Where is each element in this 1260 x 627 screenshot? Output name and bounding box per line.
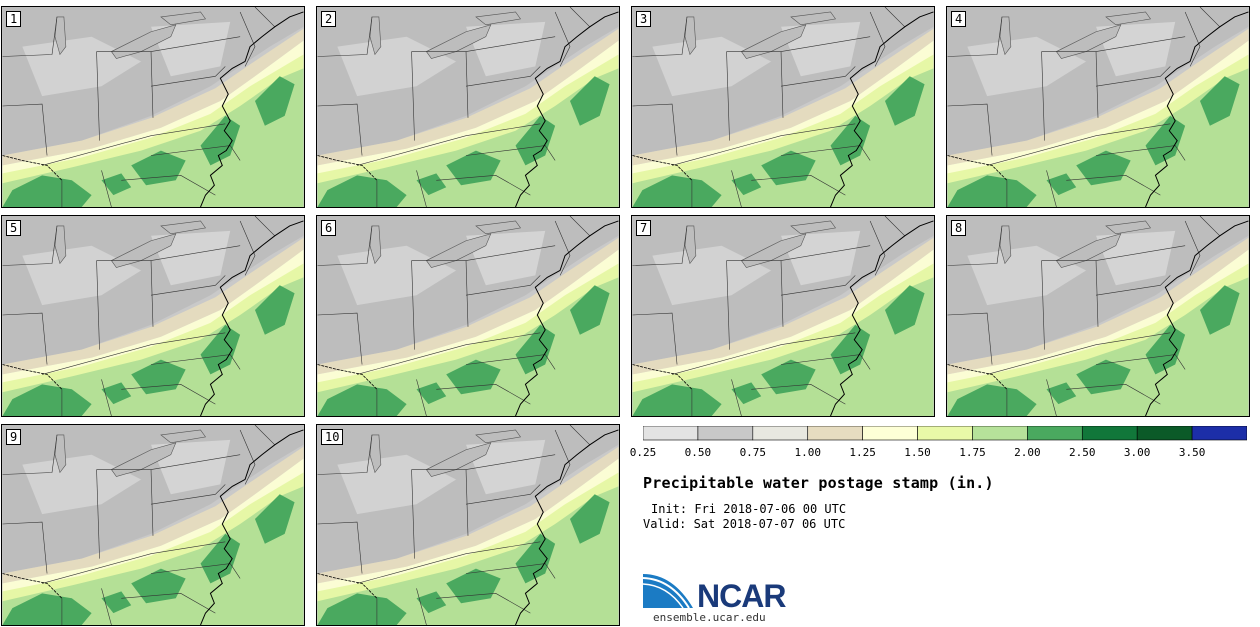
map-image [632,7,934,207]
map-image [317,216,619,416]
legend-swatch [752,426,809,441]
map-image [317,425,619,625]
site-url[interactable]: ensemble.ucar.edu [653,611,766,624]
panel-number: 7 [636,220,652,236]
legend-swatch [972,426,1028,441]
stamp-panel-6: 6 [316,215,620,417]
legend-tick-label: 1.50 [904,446,931,459]
panel-number: 2 [321,11,337,27]
panel-number: 10 [321,429,344,445]
legend-swatch [1027,426,1083,441]
legend-tick-label: 2.00 [1014,446,1041,459]
legend-tick-label: 1.25 [849,446,876,459]
panel-number: 9 [6,429,22,445]
map-image [2,216,304,416]
legend-tick-label: 0.25 [629,446,657,459]
plot-title: Precipitable water postage stamp (in.) [643,474,994,492]
panel-number: 6 [321,220,337,236]
legend-swatch [697,426,754,441]
legend-swatch [643,426,699,441]
legend-swatch [917,426,973,441]
legend-tick-label: 3.00 [1123,446,1151,459]
stamp-panel-8: 8 [946,215,1250,417]
legend-tick-label: 0.50 [684,446,712,459]
legend-swatch [807,426,863,441]
legend-swatch [1081,426,1138,441]
map-image [947,216,1249,416]
map-image [632,216,934,416]
legend-tick-label: 2.50 [1069,446,1096,459]
legend-tick-label: 1.00 [794,446,821,459]
stamp-panel-2: 2 [316,6,620,208]
stamp-panel-1: 1 [1,6,305,208]
map-image [2,7,304,207]
map-image [2,425,304,625]
legend-swatch [1191,426,1247,441]
panel-number: 1 [6,11,22,27]
stamp-panel-9: 9 [1,424,305,626]
map-image [947,7,1249,207]
panel-number: 4 [951,11,967,27]
panel-number: 3 [636,11,652,27]
legend-tick-label: 1.75 [959,446,986,459]
legend-tick-label: 0.75 [739,446,767,459]
init-time: Init: Fri 2018-07-06 00 UTC [651,502,847,516]
map-image [317,7,619,207]
ncar-logo-text: NCAR [697,578,786,614]
stamp-panel-3: 3 [631,6,935,208]
stamp-panel-10: 10 [316,424,620,626]
stamp-panel-5: 5 [1,215,305,417]
legend-tick-label: 3.50 [1178,446,1206,459]
legend-swatch [862,426,918,441]
color-legend [643,426,1247,441]
ncar-logo-icon [643,574,693,609]
valid-time: Valid: Sat 2018-07-07 06 UTC [643,517,846,531]
panel-number: 8 [951,220,967,236]
legend-swatch [1136,426,1193,441]
panel-number: 5 [6,220,22,236]
stamp-panel-7: 7 [631,215,935,417]
stamp-panel-4: 4 [946,6,1250,208]
